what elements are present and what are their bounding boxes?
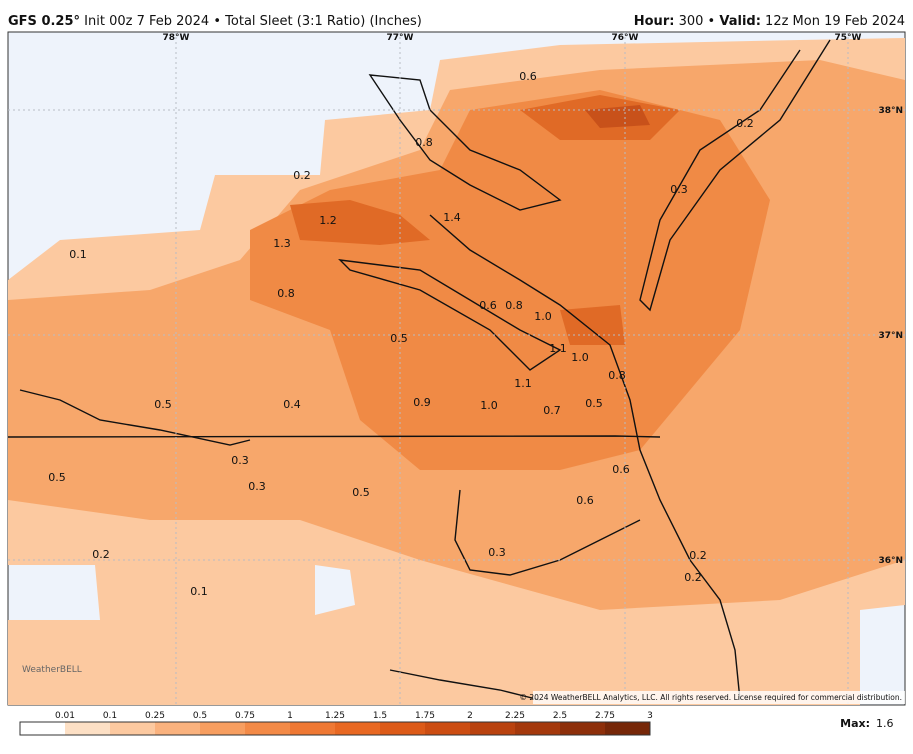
value-label: 0.9 [413, 396, 431, 409]
hour-label: Hour: [634, 14, 675, 29]
value-label: 0.3 [670, 183, 688, 196]
separator: • [213, 14, 221, 29]
colorbar-segment [65, 722, 110, 735]
value-label: 0.5 [585, 397, 603, 410]
colorbar-segment [335, 722, 380, 735]
colorbar-tick-label: 3 [647, 711, 653, 721]
value-label: 0.6 [519, 70, 537, 83]
colorbar-tick-label: 0.1 [103, 711, 117, 721]
colorbar-segment [245, 722, 290, 735]
value-label: 0.2 [684, 571, 702, 584]
value-label: 0.2 [736, 117, 754, 130]
value-label: 1.2 [319, 214, 337, 227]
latitude-label: 36°N [878, 556, 903, 566]
value-label: 1.1 [549, 342, 567, 355]
colorbar-tick-label: 2 [467, 711, 473, 721]
init: Init 00z 7 Feb 2024 [84, 14, 209, 29]
colorbar-frame [19, 721, 651, 736]
latitude-label: 38°N [878, 106, 903, 116]
colorbar-tick-label: 1.75 [415, 711, 435, 721]
value-label: 0.8 [277, 287, 295, 300]
value-label: 0.5 [390, 332, 408, 345]
value-label: 0.8 [608, 369, 626, 382]
colorbar-tick-label: 0.01 [55, 711, 75, 721]
colorbar-segment [605, 722, 650, 735]
value-label: 0.3 [231, 454, 249, 467]
value-label: 0.1 [190, 585, 208, 598]
copyright: © 2024 WeatherBELL Analytics, LLC. All r… [520, 693, 902, 702]
value-label: 0.3 [488, 546, 506, 559]
value-label: 0.5 [48, 471, 66, 484]
colorbar-tick-label: 0.25 [145, 711, 165, 721]
colorbar-segment [155, 722, 200, 735]
hour: 300 [679, 14, 704, 29]
map: 78°W 77°W 76°W 75°W 38°N 37°N 36°N 0.6 0.8 0.2 0.2… [7, 31, 906, 706]
max-value: 1.6 [876, 717, 894, 730]
valid-label: Valid: [719, 14, 761, 29]
value-label: 0.2 [293, 169, 311, 182]
colorbar-segment [515, 722, 560, 735]
value-label: 0.8 [415, 136, 433, 149]
colorbar-segment [200, 722, 245, 735]
longitude-label: 76°W [612, 33, 639, 43]
value-label: 0.7 [543, 404, 561, 417]
colorbar-segment [20, 722, 65, 735]
colorbar-segment [380, 722, 425, 735]
labels: 78°W 77°W 76°W 75°W 38°N 37°N 36°N 0.6 0.8 0.2 0.2… [48, 33, 903, 598]
colorbar-tick-label: 1.25 [325, 711, 345, 721]
value-label: 0.6 [479, 299, 497, 312]
product: Total Sleet (3:1 Ratio) (Inches) [224, 14, 422, 29]
colorbar-segment [290, 722, 335, 735]
value-label: 0.8 [505, 299, 523, 312]
value-label: 1.0 [571, 351, 589, 364]
value-label: 1.0 [534, 310, 552, 323]
colorbar-segment [470, 722, 515, 735]
colorbar-tick-label: 1.5 [373, 711, 387, 721]
latitude-label: 37°N [878, 331, 903, 341]
value-label: 0.1 [69, 248, 87, 261]
value-label: 0.2 [689, 549, 707, 562]
max-label: Max: [840, 717, 870, 730]
value-label: 0.3 [248, 480, 266, 493]
value-label: 0.5 [154, 398, 172, 411]
value-label: 0.2 [92, 548, 110, 561]
longitude-label: 78°W [163, 33, 190, 43]
value-label: 1.4 [443, 211, 461, 224]
value-label: 1.0 [480, 399, 498, 412]
colorbar-tick-label: 2.5 [553, 711, 567, 721]
colorbar: 0.01 0.1 0.25 0.5 0.75 1 1.25 1.5 1.75 2 2.25 2.5 2.… [19, 711, 653, 736]
valid: 12z Mon 19 Feb 2024 [765, 14, 905, 29]
colorbar-tick-label: 0.75 [235, 711, 255, 721]
value-label: 1.1 [514, 377, 532, 390]
longitude-label: 75°W [835, 33, 862, 43]
value-label: 0.4 [283, 398, 301, 411]
value-label: 0.6 [612, 463, 630, 476]
longitude-label: 77°W [387, 33, 414, 43]
colorbar-tick-label: 2.75 [595, 711, 615, 721]
model: GFS 0.25° [8, 14, 80, 29]
colorbar-tick-label: 1 [287, 711, 293, 721]
colorbar-tick-label: 0.5 [193, 711, 207, 721]
header-left: GFS 0.25° Init 00z 7 Feb 2024 • Total Sl… [8, 14, 422, 29]
header-right: Hour: 300 • Valid: 12z Mon 19 Feb 2024 [634, 14, 905, 29]
logo: WeatherBELL [22, 665, 82, 675]
colorbar-segment [560, 722, 605, 735]
shading [8, 38, 905, 705]
colorbar-segment [110, 722, 155, 735]
colorbar-segment [425, 722, 470, 735]
separator: • [708, 14, 716, 29]
colorbar-tick-label: 2.25 [505, 711, 525, 721]
value-label: 0.5 [352, 486, 370, 499]
coastlines [8, 39, 831, 701]
value-label: 0.6 [576, 494, 594, 507]
value-label: 1.3 [273, 237, 291, 250]
graticule [8, 32, 905, 705]
